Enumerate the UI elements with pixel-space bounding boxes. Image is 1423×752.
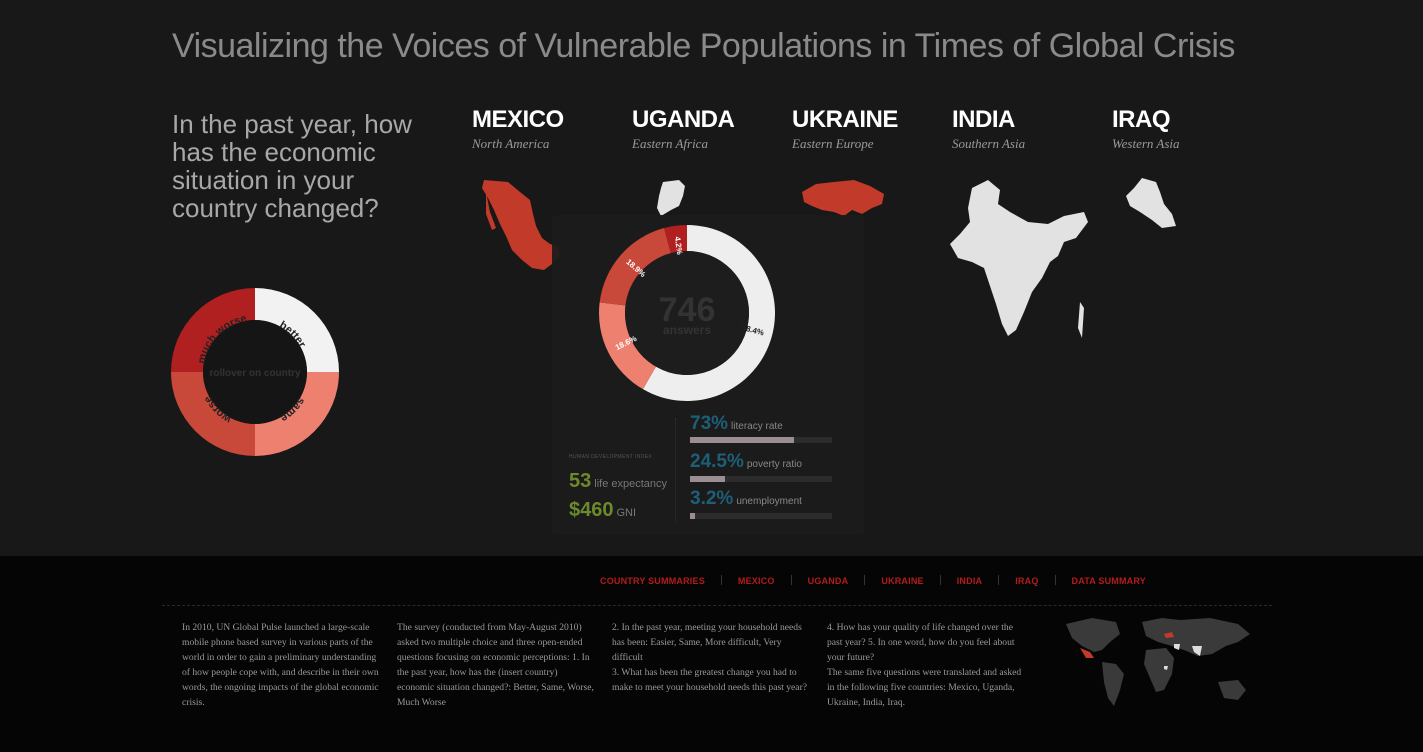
hdi-label: HUMAN DEVELOPMENT INDEX [569,454,653,460]
world-map-india [1192,646,1202,656]
country-name: UGANDA [632,106,735,133]
world-map-mexico [1080,648,1094,658]
nav-separator [1054,575,1056,585]
donut-slice-same [599,302,656,390]
footer-paragraph: The same five questions were translated … [827,667,1022,708]
legend-donut: much worse better same worse rollover on… [171,288,339,456]
country-region: Western Asia [1112,136,1180,151]
footer-text-intro: In 2010, UN Global Pulse launched a larg… [182,620,382,710]
legend-center-text: rollover on country [209,368,301,379]
footer-divider [162,605,1272,606]
page-title: Visualizing the Voices of Vulnerable Pop… [172,27,1235,65]
stat-value: 24.5% [690,451,744,472]
nav-separator [864,575,866,585]
country-region: Eastern Africa [632,136,708,151]
legend-slice-better [255,288,339,372]
footer-paragraph: In 2010, UN Global Pulse launched a larg… [182,622,379,708]
country-name: INDIA [952,106,1015,133]
country-india[interactable]: INDIA Southern Asia [952,106,1102,152]
panel-divider [675,418,676,522]
world-map [1066,618,1250,706]
country-region: Southern Asia [952,136,1026,151]
map-iraq[interactable] [1126,178,1178,230]
country-uganda[interactable]: UGANDA Eastern Africa [632,106,782,152]
donut-slice-much-worse [664,225,687,254]
map-india[interactable] [948,178,1090,343]
stat-bar-fill [690,437,794,443]
country-name: IRAQ [1112,106,1171,133]
gni: $460 GNI [569,499,636,522]
stat-label: literacy rate [731,421,783,432]
total-answers: 746 [659,291,716,329]
stat-poverty: 24.5% poverty ratio [690,451,832,482]
stat-bar [690,513,832,519]
stat-bar [690,437,832,443]
answers-donut-chart: 746 answers 58.4%18.6%18.9%4.2% [599,225,775,401]
stat-unemployment: 3.2% unemployment [690,488,832,519]
nav-separator [998,575,1000,585]
world-map-iraq [1174,644,1180,650]
legend-slice-same [255,372,339,456]
total-answers-label: answers [663,323,711,337]
donut-slice-better [642,225,775,401]
world-map-ukraine [1164,632,1174,638]
footer-text-countries: 4. How has your quality of life changed … [827,620,1027,710]
nav-country-summaries[interactable]: COUNTRY SUMMARIES [600,576,705,586]
footer-paragraph: The survey (conducted from May-August 20… [397,622,594,708]
country-mexico[interactable]: MEXICO North America [472,106,622,152]
country-name: UKRAINE [792,106,898,133]
footer-text-questions: 2. In the past year, meeting your househ… [612,620,812,695]
gni-label: GNI [616,507,637,519]
country-name: MEXICO [472,106,564,133]
gni-value: $460 [569,499,614,521]
stat-label: poverty ratio [746,459,802,470]
legend-slice-much-worse [171,288,255,372]
legend-slice-worse [171,372,255,456]
country-region: North America [472,136,550,151]
country-iraq[interactable]: IRAQ Western Asia [1112,106,1262,152]
nav-separator [790,575,792,585]
footer-nav: COUNTRY SUMMARIES MEXICO UGANDA UKRAINE INDI… [600,575,1146,589]
nav-mexico[interactable]: MEXICO [737,576,775,586]
stat-value: 73% [690,413,729,434]
nav-data-summary[interactable]: DATA SUMMARY [1071,576,1146,586]
nav-separator [939,575,941,585]
map-uganda[interactable] [655,180,687,218]
footer-paragraph: 2. In the past year, meeting your househ… [612,622,802,663]
map-mexico[interactable] [478,178,563,273]
nav-iraq[interactable]: IRAQ [1015,576,1039,586]
nav-separator [720,575,722,585]
footer-text-survey: The survey (conducted from May-August 20… [397,620,597,710]
donut-label-much-worse: 4.2% [673,236,684,255]
country-region: Eastern Europe [792,136,874,151]
world-map-uganda [1164,666,1168,670]
footer-paragraph: 3. What has been the greatest change you… [612,667,808,693]
donut-slice-worse [599,228,671,306]
donut-hole [625,251,749,375]
nav-ukraine[interactable]: UKRAINE [881,576,924,586]
stat-bar-fill [690,513,695,519]
country-detail-panel: 746 answers 58.4% 18.6% 18.9% 4.2% HUMAN DE… [552,215,864,535]
bottom-section [0,556,1423,752]
stat-value: 3.2% [690,488,734,509]
stat-bar-fill [690,476,725,482]
survey-question: In the past year, how has the economic s… [172,109,412,223]
nav-uganda[interactable]: UGANDA [807,576,849,586]
nav-india[interactable]: INDIA [956,576,983,586]
stat-bar [690,476,832,482]
stat-literacy: 73% literacy rate [690,413,832,443]
footer-paragraph: 4. How has your quality of life changed … [827,622,1015,663]
map-ukraine[interactable] [800,180,886,220]
life-expectancy-value: 53 [569,470,592,492]
life-expectancy: 53 life expectancy [569,470,667,493]
life-expectancy-label: life expectancy [594,478,668,490]
stat-label: unemployment [736,496,802,507]
country-ukraine[interactable]: UKRAINE Eastern Europe [792,106,942,152]
